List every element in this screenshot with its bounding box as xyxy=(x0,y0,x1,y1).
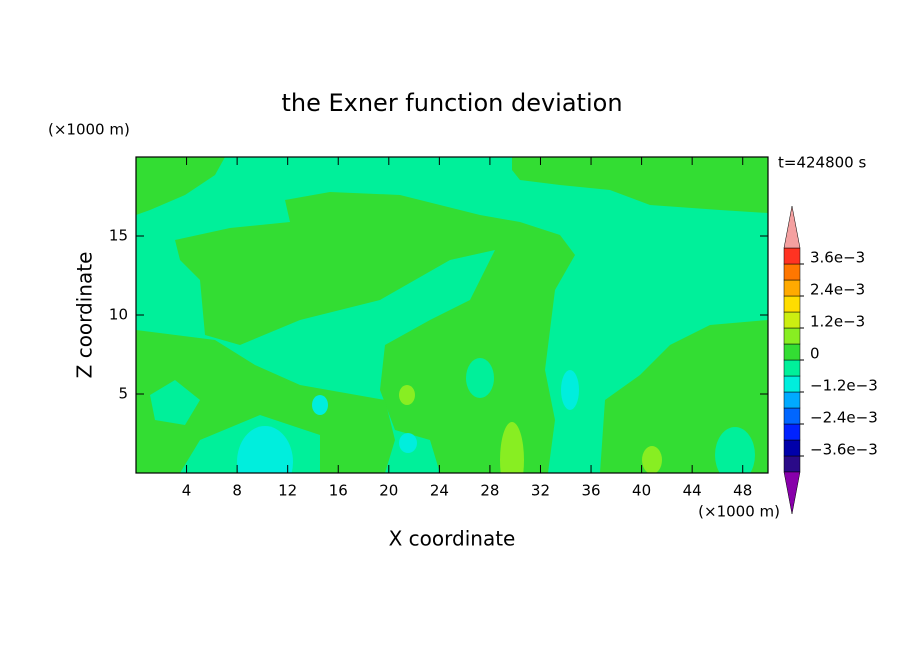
x-tick-label: 44 xyxy=(683,482,702,500)
field-region xyxy=(136,330,395,473)
x-tick-label: 24 xyxy=(430,482,449,500)
colorbar-tick-label: −1.2e−3 xyxy=(810,377,878,395)
field-region xyxy=(312,395,328,415)
field-region xyxy=(715,427,755,473)
colorbar-tick-label: 1.2e−3 xyxy=(810,313,865,331)
x-tick-label: 16 xyxy=(329,482,348,500)
x-tick-label: 40 xyxy=(632,482,651,500)
x-tick-label: 4 xyxy=(182,482,192,500)
x-tick-label: 36 xyxy=(581,482,600,500)
x-tick-label: 32 xyxy=(531,482,550,500)
colorbar-bin xyxy=(783,311,801,329)
colorbar-tick-label: −2.4e−3 xyxy=(810,409,878,427)
colorbar-bin xyxy=(783,295,801,313)
colorbar-bin xyxy=(783,263,801,281)
field-region xyxy=(500,422,524,473)
field-region xyxy=(399,433,417,453)
x-unit: (×1000 m) xyxy=(698,503,780,521)
field-region xyxy=(512,157,768,213)
field-region xyxy=(237,426,293,473)
field-region xyxy=(175,192,575,473)
x-tick-label: 28 xyxy=(480,482,499,500)
field-region xyxy=(136,157,225,215)
colorbar-bin xyxy=(783,279,801,297)
field-region xyxy=(399,385,415,405)
colorbar-over xyxy=(783,205,801,249)
x-tick-label: 8 xyxy=(232,482,242,500)
colorbar-bin xyxy=(783,359,801,377)
field-region xyxy=(466,358,494,398)
colorbar-under xyxy=(783,471,801,515)
y-tick-label: 5 xyxy=(118,385,128,403)
colorbar-bin xyxy=(783,455,801,473)
y-unit: (×1000 m) xyxy=(48,121,130,139)
colorbar-tick-label: −3.6e−3 xyxy=(810,441,878,459)
colorbar-tick-label: 3.6e−3 xyxy=(810,249,865,267)
colorbar-bin xyxy=(783,343,801,361)
field-region xyxy=(642,446,662,473)
field-region xyxy=(150,380,200,425)
x-tick-label: 48 xyxy=(733,482,752,500)
colorbar-bin xyxy=(783,407,801,425)
colorbar-bin xyxy=(783,423,801,441)
colorbar-tick-label: 0 xyxy=(810,345,820,363)
x-tick-label: 20 xyxy=(379,482,398,500)
time-label: t=424800 s xyxy=(778,154,866,172)
x-axis-title: X coordinate xyxy=(389,527,516,551)
y-tick-label: 10 xyxy=(109,306,128,324)
field-region xyxy=(561,370,579,410)
x-tick-label: 12 xyxy=(278,482,297,500)
chart-title: the Exner function deviation xyxy=(281,89,622,117)
colorbar-tick-label: 2.4e−3 xyxy=(810,281,865,299)
colorbar-bin xyxy=(783,439,801,457)
colorbar-bin xyxy=(783,375,801,393)
colorbar-bin xyxy=(783,391,801,409)
y-axis-title: Z coordinate xyxy=(73,252,97,379)
colorbar-bin xyxy=(783,327,801,345)
colorbar-bin xyxy=(783,247,801,265)
y-tick-label: 15 xyxy=(109,227,128,245)
contour-field xyxy=(136,157,768,473)
